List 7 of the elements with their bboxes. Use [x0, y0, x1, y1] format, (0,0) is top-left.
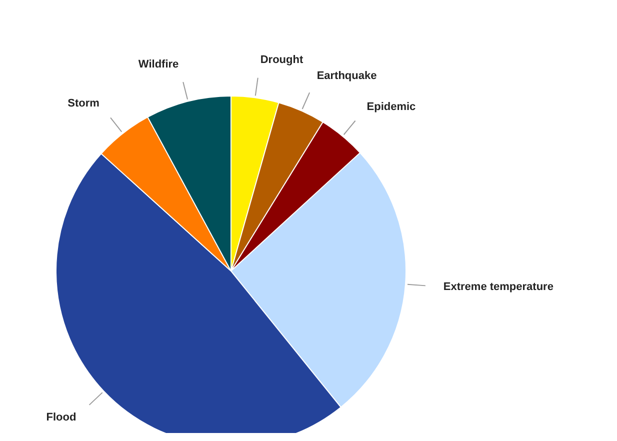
slice-label: Extreme temperature — [443, 281, 554, 294]
slice-label: Earthquake — [316, 70, 377, 82]
slice-label: Epidemic — [366, 100, 416, 113]
slice-label: Drought — [260, 54, 304, 66]
slice-label: Wildfire — [138, 58, 179, 71]
slice-label: Flood — [46, 411, 76, 424]
slice-label: Storm — [68, 98, 100, 110]
